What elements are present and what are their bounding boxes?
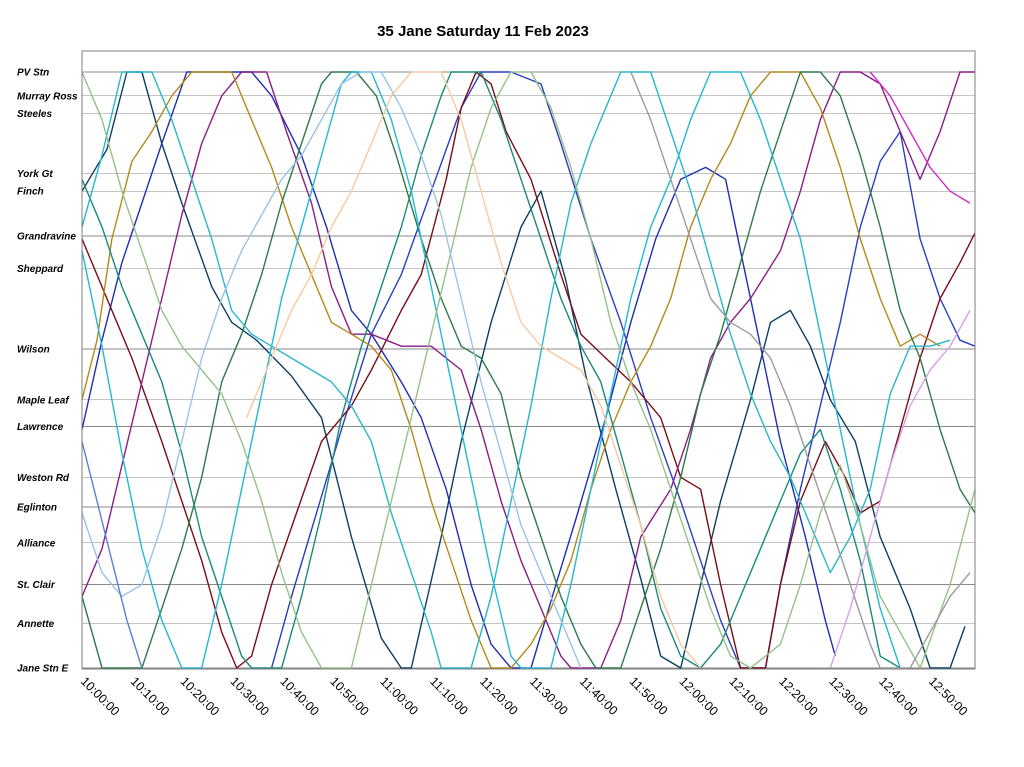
y-axis-stop-labels: PV Stn Murray Ross Steeles York Gt Finch Gran…: [16, 68, 78, 675]
vehicle-trace-1: [81, 71, 836, 669]
vehicle-trace-7: [81, 71, 901, 669]
x-tick-label: 11:40:00: [577, 674, 621, 718]
x-tick-label: 11:30:00: [527, 674, 571, 718]
y-tick-label: Weston Rd: [17, 473, 70, 484]
x-tick-label: 11:00:00: [377, 674, 421, 718]
y-tick-label: Alliance: [16, 538, 56, 549]
vehicle-trace-15: [869, 71, 971, 204]
plot-frame: [81, 50, 976, 670]
vehicle-trace-16: [81, 441, 143, 669]
y-tick-label: PV Stn: [17, 68, 49, 79]
x-axis-time-labels: 10:00:00 10:10:00 10:20:00 10:30:00 10:40:00…: [78, 674, 970, 718]
y-tick-label: St. Clair: [17, 580, 56, 591]
vehicle-trace-5: [81, 71, 941, 669]
vehicle-trace-2: [270, 71, 976, 669]
y-tick-label: Grandravine: [17, 231, 76, 242]
vehicle-traces: [81, 71, 976, 669]
y-tick-label: Eglinton: [17, 503, 57, 514]
y-tick-label: Wilson: [17, 345, 50, 356]
vehicle-trace-0: [81, 71, 966, 669]
x-tick-label: 10:10:00: [128, 674, 172, 718]
y-tick-label: Lawrence: [17, 422, 64, 433]
x-tick-label: 12:20:00: [776, 674, 820, 718]
x-tick-label: 10:40:00: [277, 674, 321, 718]
vehicle-trace-8: [81, 71, 901, 669]
x-tick-label: 10:20:00: [178, 674, 222, 718]
vehicle-trace-4: [81, 71, 975, 669]
x-tick-label: 10:00:00: [78, 674, 122, 718]
x-tick-label: 10:30:00: [228, 674, 272, 718]
chart-title: 35 Jane Saturday 11 Feb 2023: [377, 23, 589, 40]
vehicle-trace-10: [81, 71, 976, 669]
vehicle-trace-6: [81, 71, 976, 669]
y-tick-label: Annette: [16, 619, 55, 630]
x-tick-label: 10:50:00: [327, 674, 371, 718]
y-tick-label: Sheppard: [17, 264, 64, 275]
x-tick-label: 12:00:00: [677, 674, 721, 718]
vehicle-trace-9: [81, 71, 951, 669]
x-tick-label: 12:10:00: [726, 674, 770, 718]
x-tick-label: 12:30:00: [826, 674, 870, 718]
x-tick-label: 11:50:00: [627, 674, 671, 718]
y-tick-label: Finch: [17, 187, 44, 198]
y-tick-label: Steeles: [17, 109, 52, 120]
vehicle-trace-13: [630, 71, 971, 669]
y-tick-label: Murray Ross: [17, 91, 78, 102]
x-tick-label: 12:50:00: [926, 674, 970, 718]
vehicle-trace-11: [81, 71, 582, 669]
x-tick-label: 11:10:00: [427, 674, 471, 718]
y-tick-label: Maple Leaf: [17, 395, 70, 406]
y-tick-label: Jane Stn E: [17, 664, 68, 675]
vehicle-trace-14: [829, 310, 971, 669]
x-tick-label: 12:40:00: [876, 674, 920, 718]
vehicle-trace-3: [81, 71, 976, 669]
y-tick-label: York Gt: [17, 169, 53, 180]
vehicle-trace-12: [245, 71, 702, 669]
x-tick-label: 11:20:00: [477, 674, 521, 718]
